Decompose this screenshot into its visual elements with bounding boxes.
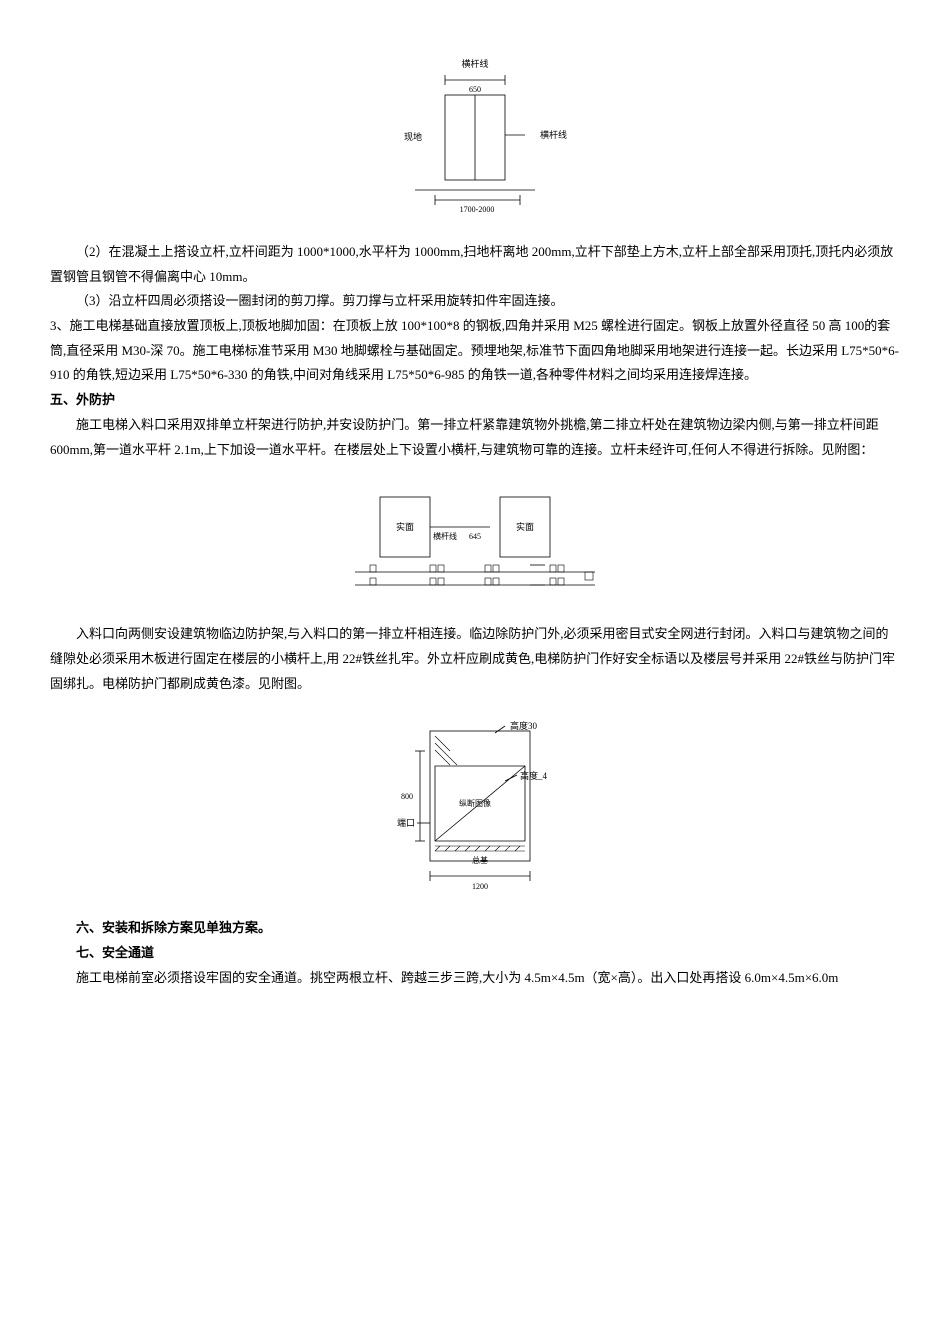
heading-6: 六、安装和拆除方案见单独方案。: [50, 916, 900, 941]
svg-text:645: 645: [469, 532, 481, 541]
svg-text:现地: 现地: [404, 131, 422, 142]
svg-text:横杆线: 横杆线: [461, 58, 488, 69]
svg-text:横杆线: 横杆线: [433, 531, 457, 541]
svg-text:实面: 实面: [516, 521, 534, 532]
svg-text:横杆线: 横杆线: [540, 129, 567, 140]
para-3: （3）沿立杆四周必须搭设一圈封闭的剪刀撑。剪刀撑与立杆采用旋转扣件牢固连接。: [50, 289, 900, 314]
figure-1: 横杆线 650 现地 横杆线 1700-2000: [50, 55, 900, 225]
fig3-svg: 高度30 高度_4 纵断图像 端口 总基 800 1200: [375, 711, 575, 901]
fig1-svg: 横杆线 650 现地 横杆线 1700-2000: [375, 55, 575, 225]
fig2-svg: 实面 横杆线 645 实面: [335, 477, 615, 607]
svg-text:实面: 实面: [396, 521, 414, 532]
svg-text:650: 650: [469, 85, 481, 94]
svg-text:高度_4: 高度_4: [520, 770, 548, 781]
svg-text:1200: 1200: [472, 882, 488, 891]
para-4: 施工电梯入料口采用双排单立杆架进行防护,并安设防护门。第一排立杆紧靠建筑物外挑檐…: [50, 413, 900, 462]
svg-text:1700-2000: 1700-2000: [460, 205, 495, 214]
figure-2: 实面 横杆线 645 实面: [50, 477, 900, 607]
para-5: 入料口向两侧安设建筑物临边防护架,与入料口的第一排立杆相连接。临边除防护门外,必…: [50, 622, 900, 696]
figure-3: 高度30 高度_4 纵断图像 端口 总基 800 1200: [50, 711, 900, 901]
para-2: （2）在混凝土上搭设立杆,立杆间距为 1000*1000,水平杆为 1000mm…: [50, 240, 900, 289]
svg-text:高度30: 高度30: [510, 720, 538, 731]
para-item3: 3、施工电梯基础直接放置顶板上,顶板地脚加固：在顶板上放 100*100*8 的…: [50, 314, 900, 388]
svg-text:总基: 总基: [472, 855, 488, 865]
svg-text:端口: 端口: [397, 817, 415, 828]
heading-7: 七、安全通道: [50, 941, 900, 966]
heading-5: 五、外防护: [50, 388, 900, 413]
para-6: 施工电梯前室必须搭设牢固的安全通道。挑空两根立杆、跨越三步三跨,大小为 4.5m…: [50, 966, 900, 991]
svg-text:800: 800: [401, 792, 413, 801]
svg-text:纵断图像: 纵断图像: [459, 798, 491, 808]
